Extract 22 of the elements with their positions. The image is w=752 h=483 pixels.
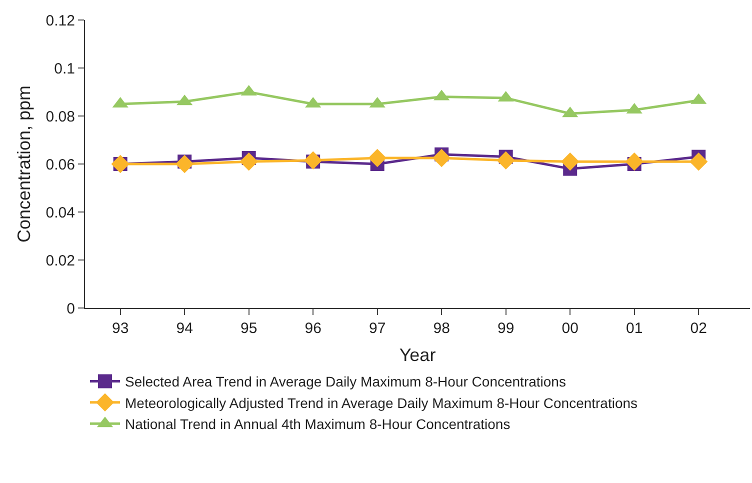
x-axis-title: Year <box>399 345 436 366</box>
legend-label: Meteorologically Adjusted Trend in Average Daily Maximum 8-Hour Concentrations <box>125 394 638 411</box>
y-tick-label: 0 <box>66 300 75 318</box>
x-tick-label: 96 <box>304 320 322 337</box>
y-tick-label: 0.04 <box>46 204 75 222</box>
x-tick-label: 97 <box>368 320 386 337</box>
x-tick-label: 01 <box>626 320 643 337</box>
x-tick-label: 95 <box>240 320 258 337</box>
y-tick-label: 0.06 <box>46 156 75 174</box>
legend-label: Selected Area Trend in Average Daily Maximum 8-Hour Concentrations <box>125 374 566 390</box>
y-tick-label: 0.12 <box>46 12 75 30</box>
y-tick-label: 0.02 <box>46 252 75 270</box>
y-tick-label: 0.1 <box>54 60 75 78</box>
x-tick-label: 99 <box>498 320 514 337</box>
x-tick-label: 02 <box>690 320 707 337</box>
y-axis-title: Concentration, ppm <box>14 85 34 243</box>
legend-label: National Trend in Annual 4th Maximum 8-Hour Concentrations <box>125 416 510 432</box>
y-tick-label: 0.08 <box>46 108 75 126</box>
x-tick-label: 00 <box>562 320 578 337</box>
x-tick-label: 93 <box>112 320 129 337</box>
x-tick-label: 94 <box>176 320 193 337</box>
x-tick-label: 98 <box>433 320 450 337</box>
